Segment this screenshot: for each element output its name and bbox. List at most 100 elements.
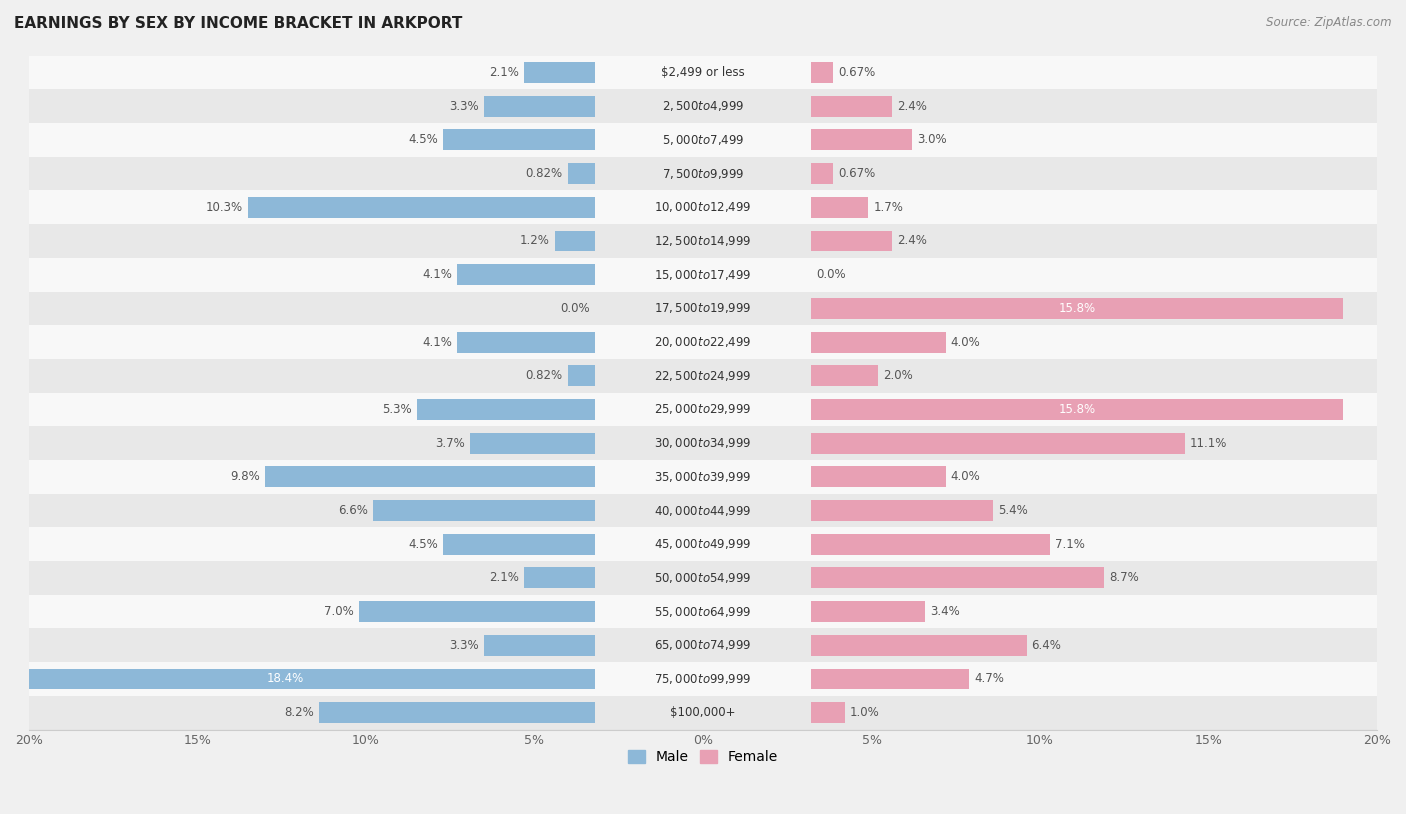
Text: $25,000 to $29,999: $25,000 to $29,999 (654, 402, 752, 417)
Text: 9.8%: 9.8% (231, 470, 260, 484)
Text: 4.0%: 4.0% (950, 470, 980, 484)
Bar (30, 460, 1376, 493)
Text: 4.0%: 4.0% (950, 335, 980, 348)
Bar (443, 534, 595, 554)
Bar (811, 567, 1104, 589)
Bar (30, 190, 1376, 224)
Text: $100,000+: $100,000+ (671, 707, 735, 719)
Text: 0.67%: 0.67% (838, 167, 876, 180)
Text: 1.0%: 1.0% (849, 707, 879, 719)
Text: $17,500 to $19,999: $17,500 to $19,999 (654, 301, 752, 315)
Text: $7,500 to $9,999: $7,500 to $9,999 (662, 167, 744, 181)
Text: 4.5%: 4.5% (409, 133, 439, 147)
Text: 0.0%: 0.0% (815, 268, 845, 281)
Bar (811, 365, 879, 386)
Text: $12,500 to $14,999: $12,500 to $14,999 (654, 234, 752, 248)
Text: $2,500 to $4,999: $2,500 to $4,999 (662, 99, 744, 113)
Bar (471, 433, 595, 453)
Bar (811, 668, 969, 689)
Bar (568, 365, 595, 386)
Legend: Male, Female: Male, Female (623, 745, 783, 770)
Text: 10.3%: 10.3% (205, 201, 243, 214)
Text: 3.7%: 3.7% (436, 436, 465, 449)
Text: $20,000 to $22,499: $20,000 to $22,499 (654, 335, 752, 349)
Text: 1.7%: 1.7% (873, 201, 903, 214)
Bar (30, 561, 1376, 595)
Text: 4.1%: 4.1% (422, 335, 451, 348)
Bar (457, 331, 595, 352)
Bar (0, 668, 595, 689)
Text: 2.1%: 2.1% (489, 66, 519, 79)
Bar (811, 96, 891, 116)
Bar (811, 534, 1050, 554)
Bar (373, 500, 595, 521)
Text: 1.2%: 1.2% (520, 234, 550, 247)
Text: 0.0%: 0.0% (561, 302, 591, 315)
Bar (811, 399, 1343, 420)
Text: 0.82%: 0.82% (526, 370, 562, 383)
Bar (30, 90, 1376, 123)
Text: 6.6%: 6.6% (337, 504, 367, 517)
Bar (30, 595, 1376, 628)
Bar (811, 331, 946, 352)
Text: 3.3%: 3.3% (450, 639, 479, 652)
Bar (30, 696, 1376, 729)
Text: $5,000 to $7,499: $5,000 to $7,499 (662, 133, 744, 147)
Bar (811, 62, 834, 83)
Text: 8.7%: 8.7% (1109, 571, 1139, 584)
Text: $30,000 to $34,999: $30,000 to $34,999 (654, 436, 752, 450)
Bar (811, 602, 925, 622)
Text: $45,000 to $49,999: $45,000 to $49,999 (654, 537, 752, 551)
Text: $35,000 to $39,999: $35,000 to $39,999 (654, 470, 752, 484)
Text: $55,000 to $64,999: $55,000 to $64,999 (654, 605, 752, 619)
Bar (30, 392, 1376, 427)
Bar (30, 628, 1376, 662)
Bar (30, 291, 1376, 326)
Text: 5.3%: 5.3% (382, 403, 412, 416)
Bar (247, 197, 595, 218)
Bar (811, 298, 1343, 319)
Text: 15.8%: 15.8% (1059, 302, 1095, 315)
Text: EARNINGS BY SEX BY INCOME BRACKET IN ARKPORT: EARNINGS BY SEX BY INCOME BRACKET IN ARK… (14, 16, 463, 31)
Bar (568, 163, 595, 184)
Text: 18.4%: 18.4% (267, 672, 304, 685)
Text: $22,500 to $24,999: $22,500 to $24,999 (654, 369, 752, 383)
Text: 4.7%: 4.7% (974, 672, 1004, 685)
Bar (811, 433, 1185, 453)
Bar (484, 635, 595, 656)
Bar (524, 567, 595, 589)
Bar (30, 157, 1376, 190)
Bar (443, 129, 595, 151)
Bar (555, 230, 595, 252)
Bar (457, 265, 595, 285)
Text: 5.4%: 5.4% (998, 504, 1028, 517)
Bar (30, 224, 1376, 258)
Text: 3.3%: 3.3% (450, 100, 479, 112)
Text: 2.4%: 2.4% (897, 100, 927, 112)
Text: $15,000 to $17,499: $15,000 to $17,499 (654, 268, 752, 282)
Bar (30, 359, 1376, 392)
Text: 11.1%: 11.1% (1189, 436, 1227, 449)
Bar (811, 702, 845, 723)
Bar (811, 230, 891, 252)
Bar (359, 602, 595, 622)
Text: 3.4%: 3.4% (931, 605, 960, 618)
Text: Source: ZipAtlas.com: Source: ZipAtlas.com (1267, 16, 1392, 29)
Text: $75,000 to $99,999: $75,000 to $99,999 (654, 672, 752, 686)
Bar (30, 123, 1376, 157)
Text: 2.4%: 2.4% (897, 234, 927, 247)
Bar (811, 197, 868, 218)
Bar (484, 96, 595, 116)
Bar (30, 493, 1376, 527)
Bar (30, 326, 1376, 359)
Text: 2.0%: 2.0% (883, 370, 912, 383)
Text: $2,499 or less: $2,499 or less (661, 66, 745, 79)
Text: 7.0%: 7.0% (325, 605, 354, 618)
Text: 7.1%: 7.1% (1054, 538, 1085, 551)
Text: 6.4%: 6.4% (1032, 639, 1062, 652)
Bar (811, 466, 946, 488)
Bar (811, 163, 834, 184)
Text: $10,000 to $12,499: $10,000 to $12,499 (654, 200, 752, 214)
Text: 3.0%: 3.0% (917, 133, 946, 147)
Bar (30, 258, 1376, 291)
